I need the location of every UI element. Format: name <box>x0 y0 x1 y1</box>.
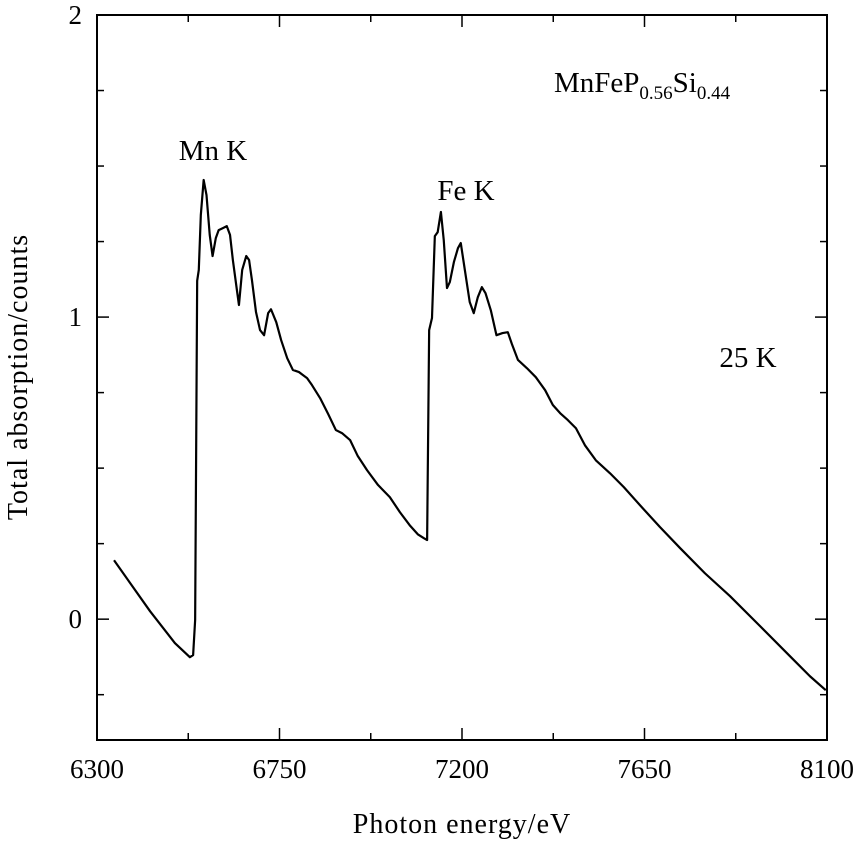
x-tick-label: 7650 <box>618 754 672 784</box>
y-axis-title: Total absorption/counts <box>3 234 34 520</box>
x-tick-label: 7200 <box>435 754 489 784</box>
annotation: 25 K <box>719 342 776 374</box>
data-line <box>113 178 827 691</box>
annotation: Mn K <box>179 135 248 167</box>
x-axis-title: Photon energy/eV <box>353 809 571 840</box>
formula: MnFeP0.56Si0.44 <box>554 67 731 104</box>
x-tick-label: 8100 <box>800 754 854 784</box>
formula-part: Si <box>673 67 697 99</box>
y-tick-label: 0 <box>69 604 83 634</box>
x-tick-label: 6750 <box>253 754 307 784</box>
annotation: Fe K <box>437 175 494 207</box>
formula-subscript: 0.56 <box>639 83 672 104</box>
formula-part: MnFeP <box>554 67 639 99</box>
formula-subscript: 0.44 <box>697 83 731 104</box>
plot-frame <box>96 14 828 741</box>
y-tick-label: 1 <box>69 302 83 332</box>
y-tick-label: 2 <box>69 0 83 30</box>
x-tick-label: 6300 <box>70 754 124 784</box>
